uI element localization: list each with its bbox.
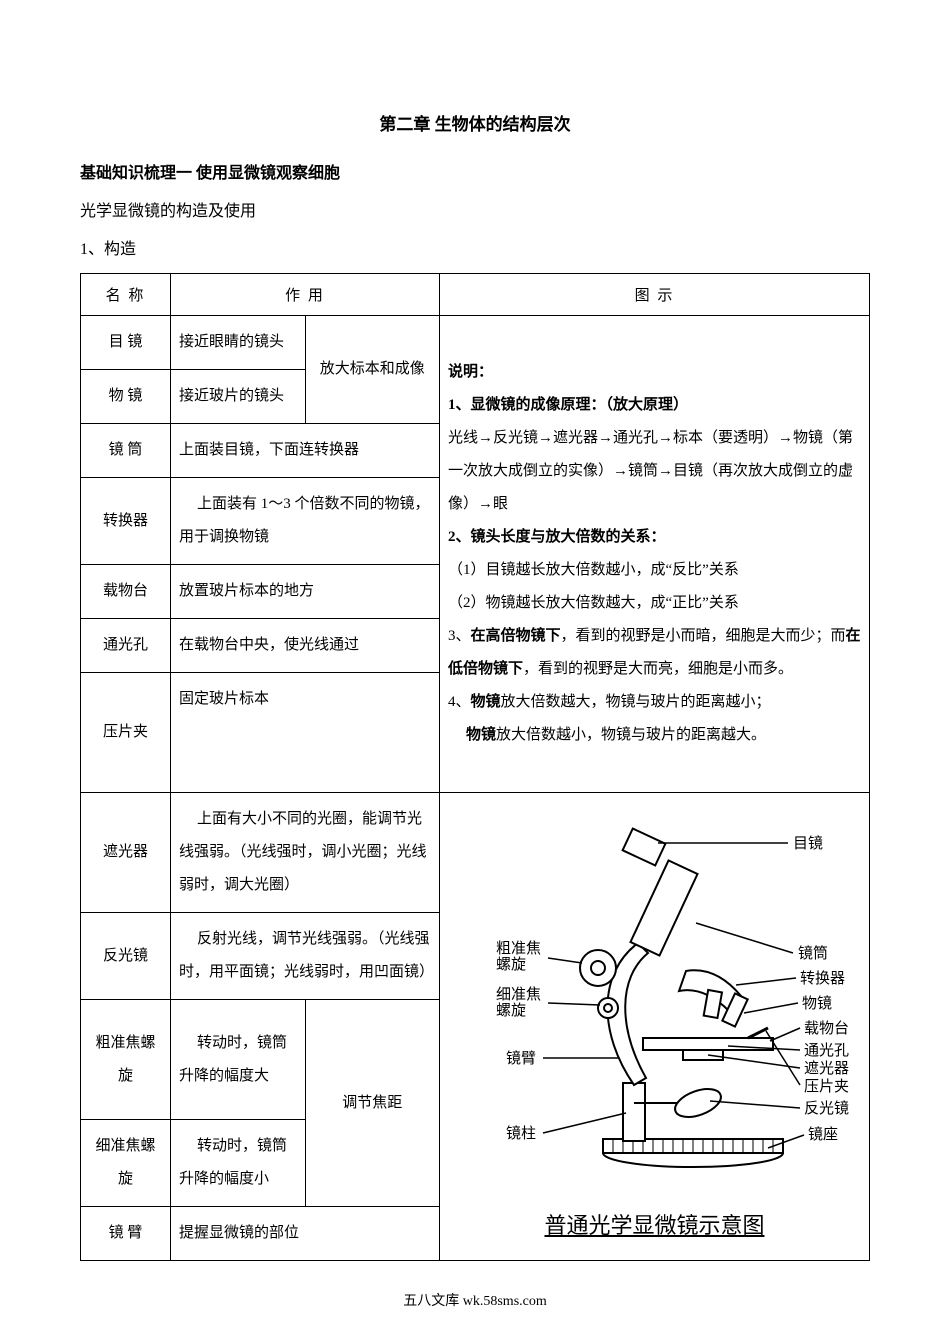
- diagram-caption: 普通光学显微镜示意图: [544, 1202, 764, 1250]
- microscope-svg: 目镜 镜筒 转换器 物镜 载物台 通光孔 遮光器 压片夹 反光镜 镜座 镜柱 镜…: [448, 803, 868, 1183]
- header-name: 名 称: [81, 274, 171, 316]
- section-subtitle: 基础知识梳理一 使用显微镜观察细胞: [80, 159, 870, 183]
- label-coarse-2: 螺旋: [496, 956, 526, 973]
- label-clip: 压片夹: [804, 1078, 849, 1095]
- cell-name: 镜 筒: [81, 424, 171, 478]
- label-coarse-1: 粗准焦: [496, 940, 541, 957]
- label-diaphragm: 遮光器: [804, 1060, 849, 1077]
- chapter-title: 第二章 生物体的结构层次: [80, 110, 870, 135]
- table-header-row: 名 称 作 用 图 示: [81, 274, 870, 316]
- label-mirror: 反光镜: [804, 1099, 849, 1117]
- cell-name: 粗准焦螺 旋: [81, 1000, 171, 1120]
- notes-line: 2、镜头长度与放大倍数的关系：: [448, 529, 666, 545]
- notes-line: 3、在高倍物镜下，看到的视野是小而暗，细胞是大而少；而在低倍物镜下，看到的视野是…: [448, 628, 861, 677]
- label-eyepiece: 目镜: [793, 834, 823, 852]
- cell-name: 目 镜: [81, 316, 171, 370]
- label-fine-1: 细准焦: [496, 986, 541, 1003]
- page: 第二章 生物体的结构层次 基础知识梳理一 使用显微镜观察细胞 光学显微镜的构造及…: [0, 0, 950, 1344]
- notes-heading: 说明：: [448, 364, 493, 380]
- notes-line: （2）物镜越长放大倍数越大，成“正比”关系: [448, 595, 739, 611]
- label-base: 镜座: [808, 1125, 838, 1143]
- cell-name: 载物台: [81, 565, 171, 619]
- label-arm: 镜臂: [506, 1049, 536, 1067]
- cell-func: 接近玻片的镜头: [171, 370, 306, 424]
- cell-shared-func: 调节焦距: [305, 1000, 440, 1207]
- header-function: 作 用: [171, 274, 440, 316]
- table-row: 遮光器 上面有大小不同的光圈，能调节光线强弱。（光线强时，调小光圈；光线弱时，调…: [81, 793, 870, 913]
- label-fine-2: 螺旋: [496, 1002, 526, 1019]
- label-stage: 载物台: [804, 1020, 849, 1037]
- intro-line-2: 1、构造: [80, 235, 870, 259]
- cell-func: 转动时，镜筒升降的幅度小: [171, 1120, 306, 1207]
- cell-name: 转换器: [81, 478, 171, 565]
- notes-line: 物镜放大倍数越小，物镜与玻片的距离越大。: [448, 719, 861, 752]
- microscope-diagram: 目镜 镜筒 转换器 物镜 载物台 通光孔 遮光器 压片夹 反光镜 镜座 镜柱 镜…: [448, 803, 861, 1250]
- label-tube: 镜筒: [798, 944, 828, 962]
- cell-func: 放置玻片标本的地方: [171, 565, 440, 619]
- header-illustration: 图 示: [440, 274, 870, 316]
- label-objective: 物镜: [802, 994, 832, 1012]
- cell-func: 上面有大小不同的光圈，能调节光线强弱。（光线强时，调小光圈；光线弱时，调大光圈）: [171, 793, 440, 913]
- notes-line: 4、物镜放大倍数越大，物镜与玻片的距离越小；: [448, 694, 771, 710]
- cell-name: 反光镜: [81, 913, 171, 1000]
- cell-name: 细准焦螺 旋: [81, 1120, 171, 1207]
- cell-name: 压片夹: [81, 673, 171, 793]
- cell-func: 固定玻片标本: [171, 673, 440, 793]
- cell-shared-func: 放大标本和成像: [305, 316, 440, 424]
- label-aperture: 通光孔: [804, 1042, 849, 1059]
- table-row: 目 镜 接近眼睛的镜头 放大标本和成像 说明： 1、显微镜的成像原理：（放大原理…: [81, 316, 870, 370]
- cell-name: 镜 臂: [81, 1207, 171, 1261]
- microscope-table: 名 称 作 用 图 示 目 镜 接近眼睛的镜头 放大标本和成像 说明： 1、显微…: [80, 273, 870, 1261]
- notes-line: 光线→反光镜→遮光器→通光孔→标本（要透明）→物镜（第一次放大成倒立的实像）→镜…: [448, 430, 853, 512]
- notes-line: 1、显微镜的成像原理：（放大原理）: [448, 397, 688, 413]
- label-nosepiece: 转换器: [800, 970, 845, 987]
- cell-func: 反射光线，调节光线强弱。（光线强时，用平面镜；光线弱时，用凹面镜）: [171, 913, 440, 1000]
- cell-func: 转动时，镜筒升降的幅度大: [171, 1000, 306, 1120]
- cell-func: 接近眼睛的镜头: [171, 316, 306, 370]
- page-footer: 五八文库 wk.58sms.com: [0, 1290, 950, 1310]
- notes-line: （1）目镜越长放大倍数越小，成“反比”关系: [448, 562, 739, 578]
- cell-name: 遮光器: [81, 793, 171, 913]
- cell-func: 提握显微镜的部位: [171, 1207, 440, 1261]
- cell-func: 在载物台中央，使光线通过: [171, 619, 440, 673]
- diagram-cell: 目镜 镜筒 转换器 物镜 载物台 通光孔 遮光器 压片夹 反光镜 镜座 镜柱 镜…: [440, 793, 870, 1261]
- label-pillar: 镜柱: [506, 1124, 536, 1142]
- cell-name: 通光孔: [81, 619, 171, 673]
- intro-line-1: 光学显微镜的构造及使用: [80, 197, 870, 221]
- explanation-cell: 说明： 1、显微镜的成像原理：（放大原理） 光线→反光镜→遮光器→通光孔→标本（…: [440, 316, 870, 793]
- cell-name: 物 镜: [81, 370, 171, 424]
- cell-func: 上面装有 1～3 个倍数不同的物镜，用于调换物镜: [171, 478, 440, 565]
- cell-func: 上面装目镜，下面连转换器: [171, 424, 440, 478]
